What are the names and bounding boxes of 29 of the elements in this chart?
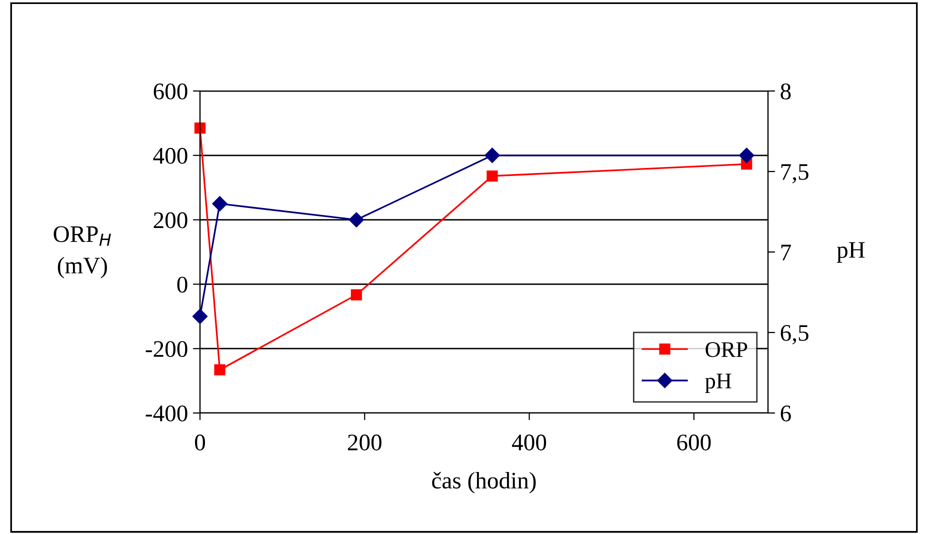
- y2-axis-title: pH: [836, 242, 865, 263]
- y-tick-label: 600: [154, 83, 188, 100]
- point: [486, 170, 498, 182]
- x-tick-label: 0: [194, 434, 206, 450]
- y2-tick-label: 7,5: [781, 164, 808, 184]
- legend-label: pH: [705, 374, 732, 393]
- point: [348, 212, 364, 228]
- y-tick-label: -400: [146, 405, 188, 422]
- legend-label: ORP: [706, 342, 748, 358]
- point: [484, 148, 500, 163]
- point: [739, 148, 754, 163]
- x-axis-title: čas (hodin): [432, 472, 536, 494]
- y2-tick-label: 6,5: [780, 325, 808, 344]
- y-tick-label: 200: [154, 212, 188, 228]
- y-tick-label: 400: [153, 148, 188, 164]
- x-tick-label: 200: [348, 434, 382, 450]
- y2-tick-label: 8: [780, 83, 791, 100]
- point: [194, 122, 206, 134]
- point: [192, 308, 208, 324]
- x-tick-label: 600: [677, 434, 711, 450]
- y-tick-label: 0: [177, 276, 188, 293]
- y-tick-label: -200: [146, 341, 188, 358]
- x-tick-label: 400: [512, 434, 546, 450]
- point: [212, 196, 228, 212]
- point: [214, 364, 226, 376]
- y-axis-title: ORP$_{H}$ (mV): [54, 226, 111, 278]
- y2-tick-label: 6: [780, 406, 791, 422]
- point: [350, 289, 362, 300]
- y2-tick-label: 7: [781, 244, 791, 260]
